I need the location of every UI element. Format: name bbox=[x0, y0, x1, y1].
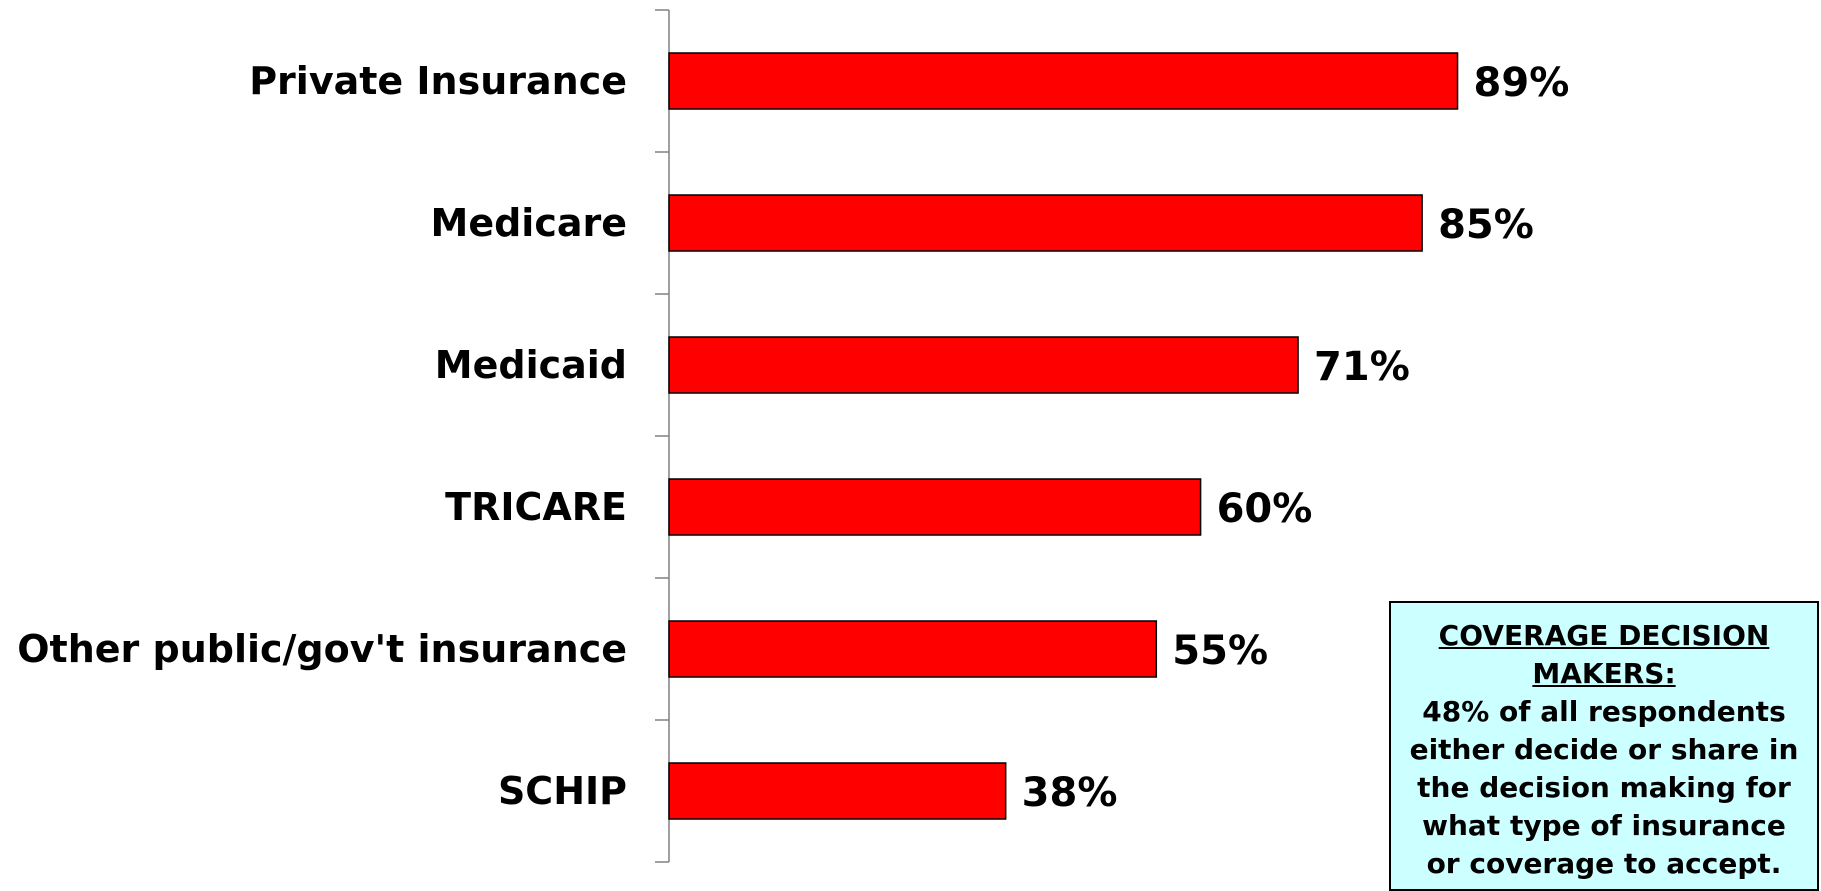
bars bbox=[668, 52, 1459, 820]
callout-heading: COVERAGE DECISION MAKERS: bbox=[1438, 619, 1770, 690]
category-axis bbox=[655, 9, 670, 863]
value-label: 89% bbox=[1474, 60, 1570, 106]
bar bbox=[668, 194, 1423, 252]
category-label: TRICARE bbox=[445, 485, 627, 529]
value-label: 85% bbox=[1438, 202, 1534, 248]
category-label: Private Insurance bbox=[249, 59, 627, 103]
bar bbox=[668, 336, 1299, 394]
value-label: 55% bbox=[1172, 628, 1268, 674]
value-label: 71% bbox=[1314, 344, 1410, 390]
category-label: Medicare bbox=[431, 201, 628, 245]
bar bbox=[668, 762, 1007, 820]
category-label: Other public/gov't insurance bbox=[17, 627, 627, 671]
labels: Private Insurance 89% Medicare 85% Medicaid 7… bbox=[17, 59, 1569, 816]
callout-body: 48% of all respondents either decide or … bbox=[1409, 695, 1799, 880]
coverage-decision-makers-callout: COVERAGE DECISION MAKERS: 48% of all res… bbox=[1389, 601, 1819, 891]
bar bbox=[668, 478, 1202, 536]
category-label: SCHIP bbox=[498, 769, 627, 813]
value-label: 38% bbox=[1022, 770, 1118, 816]
bar bbox=[668, 52, 1459, 110]
bar bbox=[668, 620, 1158, 678]
value-label: 60% bbox=[1217, 486, 1313, 532]
category-label: Medicaid bbox=[435, 343, 627, 387]
